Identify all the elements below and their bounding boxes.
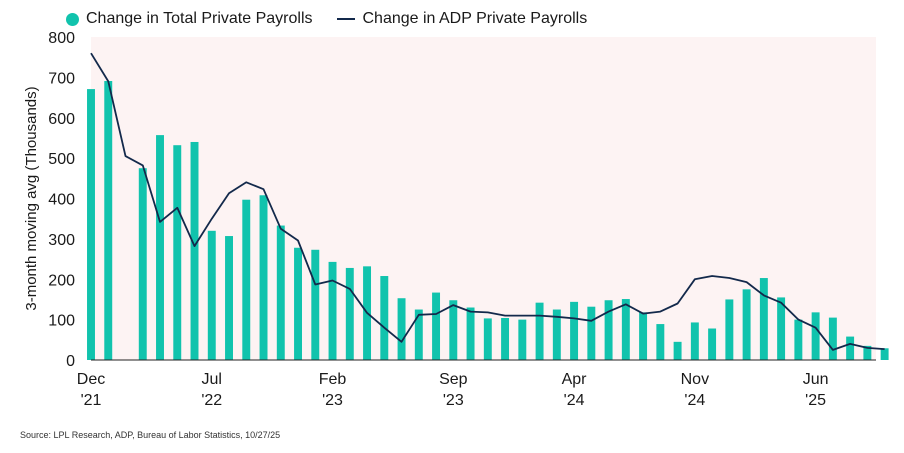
- bar: [156, 135, 164, 360]
- legend-label-adp-payrolls: Change in ADP Private Payrolls: [362, 10, 588, 27]
- y-tick-label: 600: [48, 111, 75, 128]
- x-tick-month: Jul: [202, 371, 222, 388]
- y-tick-label: 300: [48, 232, 75, 249]
- x-tick-month: Feb: [319, 371, 347, 388]
- bar: [690, 322, 699, 360]
- y-tick-label: 700: [48, 70, 75, 87]
- bar: [173, 145, 182, 360]
- bar: [207, 230, 216, 360]
- x-tick-year: '21: [81, 392, 102, 409]
- x-tick-year: '25: [805, 392, 826, 409]
- bar: [656, 324, 665, 360]
- bar: [104, 81, 113, 360]
- x-tick-year: '24: [564, 392, 585, 409]
- bar: [673, 341, 682, 360]
- x-tick-year: '23: [322, 392, 343, 409]
- bar: [604, 300, 613, 360]
- bar: [466, 307, 475, 360]
- x-tick-year: '23: [443, 392, 464, 409]
- x-tick-month: Nov: [681, 371, 709, 388]
- y-tick-label: 500: [48, 151, 75, 168]
- x-tick-month: Dec: [77, 371, 105, 388]
- bar: [880, 348, 889, 360]
- bar: [483, 318, 492, 360]
- bar: [846, 336, 855, 360]
- bar: [621, 299, 630, 360]
- bar: [397, 298, 406, 360]
- y-tick-label: 800: [48, 30, 75, 47]
- y-tick-label: 0: [66, 353, 75, 370]
- bar: [380, 276, 389, 360]
- bar: [190, 141, 199, 360]
- bar: [570, 301, 579, 360]
- bar: [587, 306, 596, 360]
- bar: [828, 317, 837, 360]
- bar: [87, 89, 95, 361]
- legend-bar-swatch: [66, 12, 79, 26]
- legend: Change in Total Private Payrolls Change …: [66, 8, 611, 30]
- y-tick-label: 200: [48, 272, 75, 289]
- x-tick-month: Sep: [439, 371, 468, 388]
- x-axis: Dec '21 Jul '22 Feb '23 Sep '23 Apr '24 Nov '24 Jun '…: [77, 371, 829, 409]
- bar: [501, 318, 510, 360]
- bar: [863, 345, 872, 360]
- bar: [708, 328, 717, 360]
- y-tick-label: 100: [48, 313, 75, 330]
- bar: [794, 319, 803, 360]
- bar: [138, 168, 147, 360]
- line-layer: [90, 52, 885, 351]
- legend-item-total-payrolls: Change in Total Private Payrolls: [66, 10, 313, 28]
- x-tick-year: '24: [684, 392, 705, 409]
- bar: [535, 302, 544, 360]
- x-tick-year: '22: [201, 392, 222, 409]
- bar: [552, 309, 561, 360]
- x-tick-month: Jun: [803, 371, 829, 388]
- bars-layer: [87, 81, 889, 361]
- bar: [777, 297, 786, 360]
- bar: [518, 319, 527, 360]
- bar: [759, 278, 768, 360]
- bar: [311, 249, 320, 360]
- bar: [414, 309, 423, 360]
- y-tick-label: 400: [48, 192, 75, 209]
- legend-item-adp-payrolls: Change in ADP Private Payrolls: [336, 10, 588, 28]
- bar: [328, 261, 337, 360]
- source-note: Source: LPL Research, ADP, Bureau of Lab…: [20, 430, 281, 440]
- bar: [432, 292, 441, 360]
- x-tick-month: Apr: [562, 371, 588, 388]
- legend-line-swatch: [336, 18, 355, 20]
- y-axis: 0 100 200 300 400 500 600 700 800: [48, 30, 876, 370]
- bar: [725, 299, 734, 360]
- bar: [259, 195, 268, 360]
- bar: [276, 225, 285, 360]
- y-axis-title: 3-month moving avg (Thousands): [23, 86, 40, 310]
- bar: [811, 312, 820, 360]
- bar: [742, 289, 751, 360]
- bar: [639, 312, 648, 360]
- bar: [242, 199, 251, 360]
- bar: [449, 300, 458, 360]
- bar: [345, 267, 354, 360]
- legend-label-total-payrolls: Change in Total Private Payrolls: [86, 10, 313, 27]
- bar: [225, 236, 233, 360]
- adp-series-line: [90, 52, 885, 351]
- bar: [294, 247, 303, 360]
